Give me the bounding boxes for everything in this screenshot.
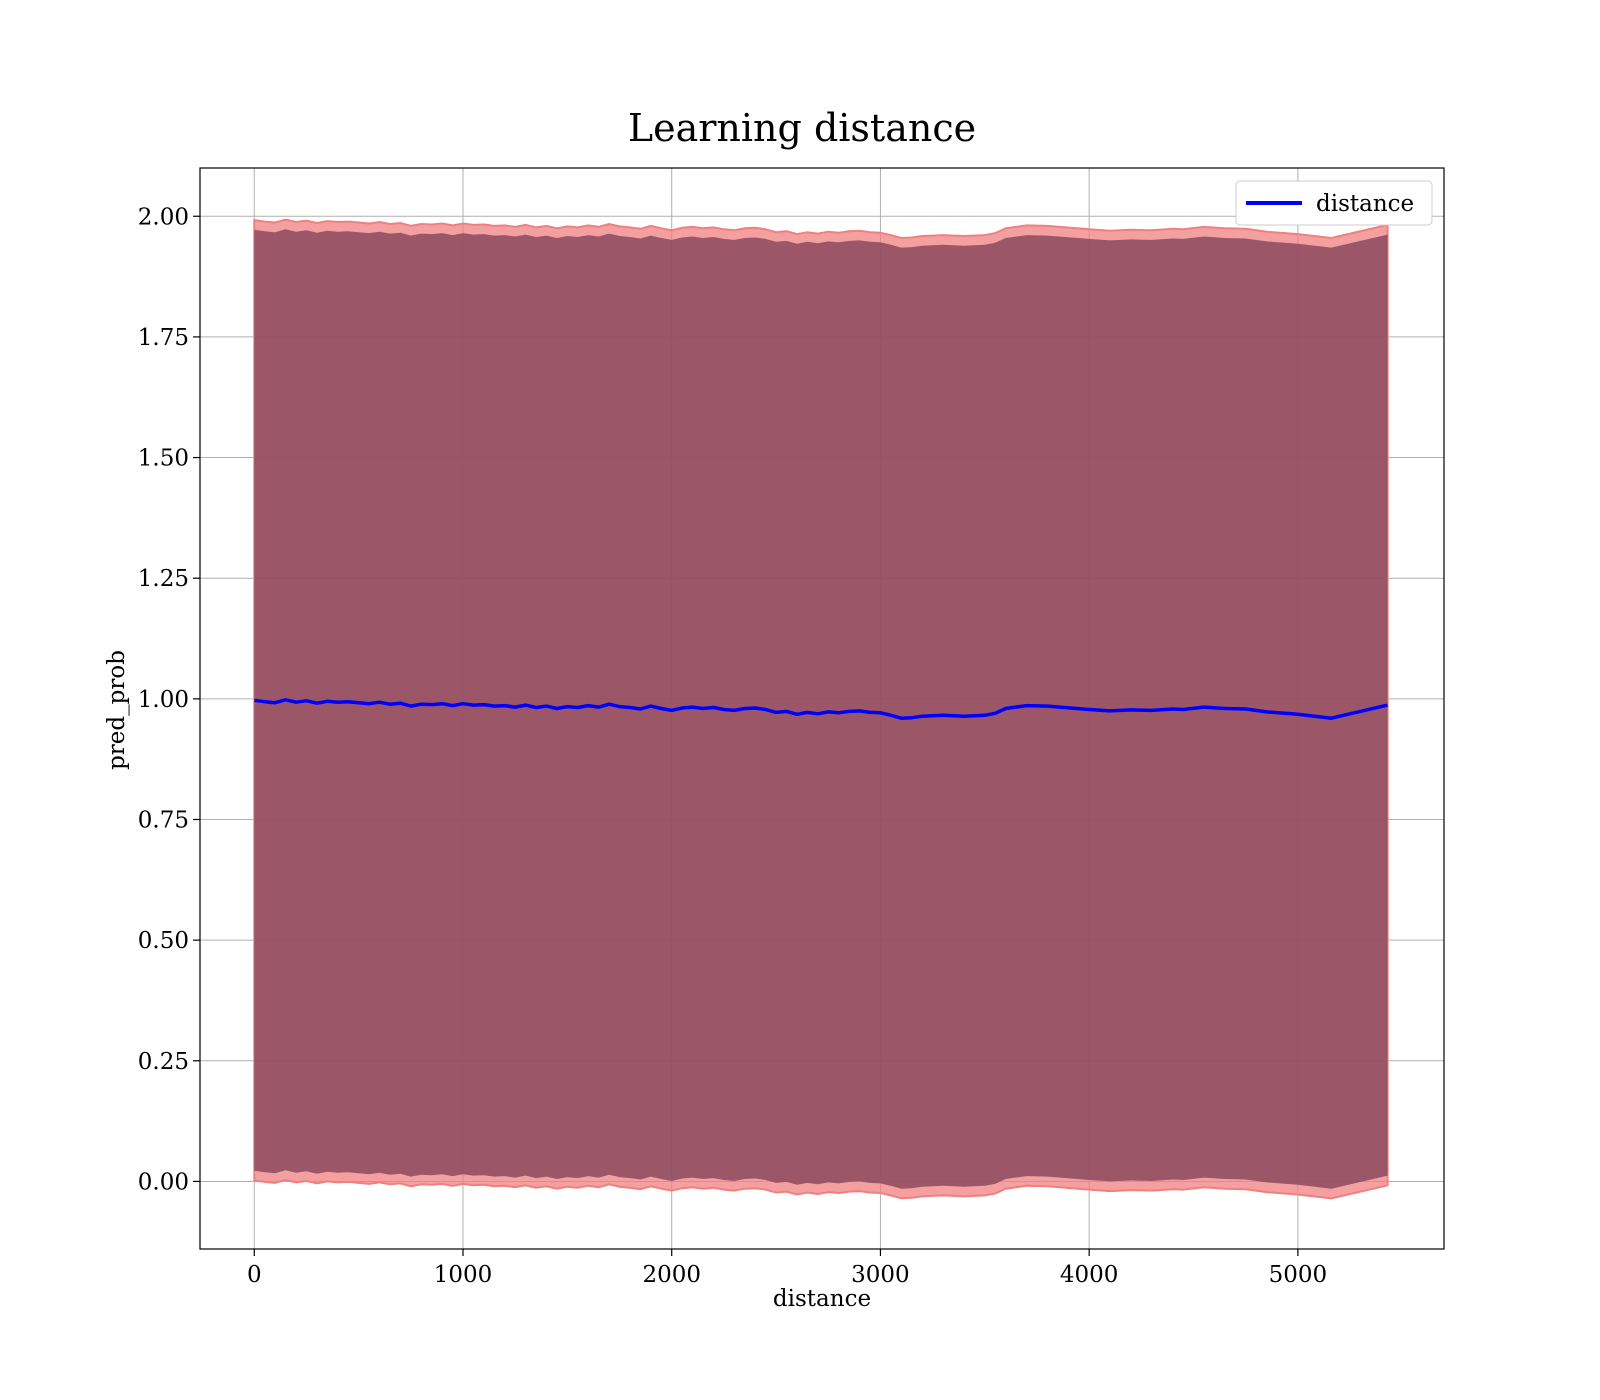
x-tick-label: 3000	[851, 1262, 910, 1288]
y-tick-label: 0.50	[138, 928, 189, 954]
tick-layer: 0 1000 2000 3000 4000 5000 0.00 0.25 0.50 0.75 1.0…	[138, 204, 1327, 1288]
y-tick-label: 0.25	[138, 1049, 189, 1075]
x-tick-label: 4000	[1060, 1262, 1119, 1288]
chart-title: Learning distance	[628, 106, 976, 150]
y-tick-label: 1.50	[138, 446, 189, 472]
y-tick-label: 1.75	[138, 325, 189, 351]
x-tick-label: 1000	[434, 1262, 493, 1288]
confidence-band-inner	[254, 229, 1388, 1189]
series-line-distance	[254, 698, 1388, 720]
plot-frame	[199, 167, 1445, 1250]
legend: distance	[1235, 180, 1433, 226]
legend-label: distance	[1316, 191, 1414, 217]
y-tick-label: 2.00	[138, 204, 189, 230]
x-tick-label: 5000	[1269, 1262, 1328, 1288]
x-tick-label: 2000	[642, 1262, 701, 1288]
y-tick-label: 0.00	[138, 1169, 189, 1195]
y-tick-label: 0.75	[138, 807, 189, 833]
y-axis-label: pred_prob	[104, 650, 130, 770]
x-axis-label: distance	[773, 1286, 871, 1312]
legend-box	[1235, 180, 1433, 226]
y-tick-label: 1.25	[138, 566, 189, 592]
y-tick-label: 1.00	[138, 687, 189, 713]
x-tick-label: 0	[247, 1262, 262, 1288]
series-line-layer	[254, 698, 1388, 720]
confidence-band-layer	[253, 218, 1389, 1200]
